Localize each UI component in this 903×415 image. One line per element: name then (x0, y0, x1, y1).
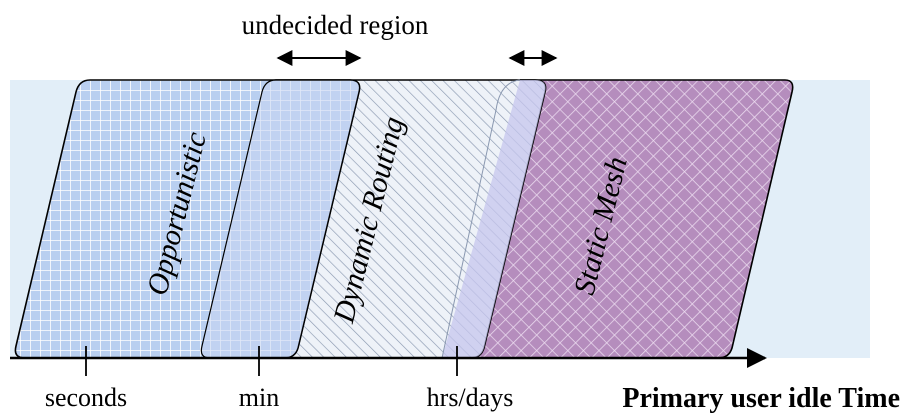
tick-label-hrs-days: hrs/days (427, 383, 514, 412)
overlap-dynamic-static-edge (441, 79, 521, 359)
tick-label-min: min (239, 383, 279, 412)
overlap-dynamic-static (442, 80, 546, 358)
axis-title: Primary user idle Time (622, 383, 900, 414)
tick-label-seconds: seconds (45, 383, 127, 412)
undecided-region-label: undecided region (242, 10, 429, 40)
